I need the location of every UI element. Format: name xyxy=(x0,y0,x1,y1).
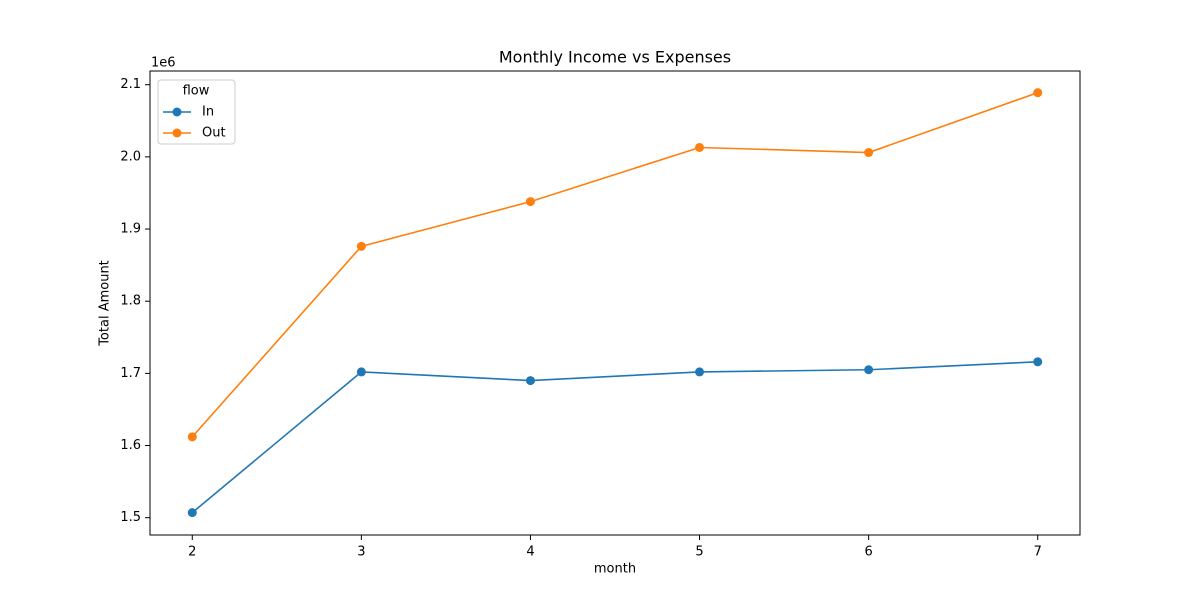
y-tick-label: 2.0 xyxy=(120,149,141,164)
x-tick-label: 3 xyxy=(357,545,365,560)
legend-marker xyxy=(172,107,182,117)
x-tick-label: 6 xyxy=(864,545,872,560)
x-tick-label: 2 xyxy=(188,545,196,560)
chart-title: Monthly Income vs Expenses xyxy=(499,48,731,67)
data-point xyxy=(525,197,535,207)
legend-label: Out xyxy=(202,126,226,141)
y-tick-label: 1.6 xyxy=(120,438,141,453)
legend-box xyxy=(157,79,236,145)
legend-label: In xyxy=(202,105,214,120)
x-tick-label: 4 xyxy=(526,545,534,560)
series-line xyxy=(191,361,1038,514)
y-tick-label: 1.7 xyxy=(120,366,141,381)
data-point xyxy=(356,367,366,377)
x-tick-label: 5 xyxy=(695,545,703,560)
y-tick-label: 1.9 xyxy=(120,222,141,237)
data-point xyxy=(525,376,535,386)
y-tick-label: 1.8 xyxy=(120,294,141,309)
y-tick-label: 2.1 xyxy=(120,77,141,92)
series-line xyxy=(191,91,1038,438)
y-tick-label: 1.5 xyxy=(120,510,141,525)
x-tick-label: 7 xyxy=(1034,545,1042,560)
y-offset-label: 1e6 xyxy=(151,56,176,71)
data-point xyxy=(1033,88,1043,98)
legend-marker xyxy=(172,128,182,138)
x-axis-label: month xyxy=(594,562,636,577)
data-point xyxy=(356,241,366,251)
legend-title: flow xyxy=(183,84,210,99)
data-point xyxy=(695,367,705,377)
data-point xyxy=(187,432,197,442)
data-point xyxy=(864,148,874,158)
y-axis-label: Total Amount xyxy=(98,260,113,347)
data-point xyxy=(695,142,705,152)
data-point xyxy=(1033,357,1043,367)
data-point xyxy=(864,365,874,375)
data-point xyxy=(187,508,197,518)
plot-frame xyxy=(149,70,1081,536)
